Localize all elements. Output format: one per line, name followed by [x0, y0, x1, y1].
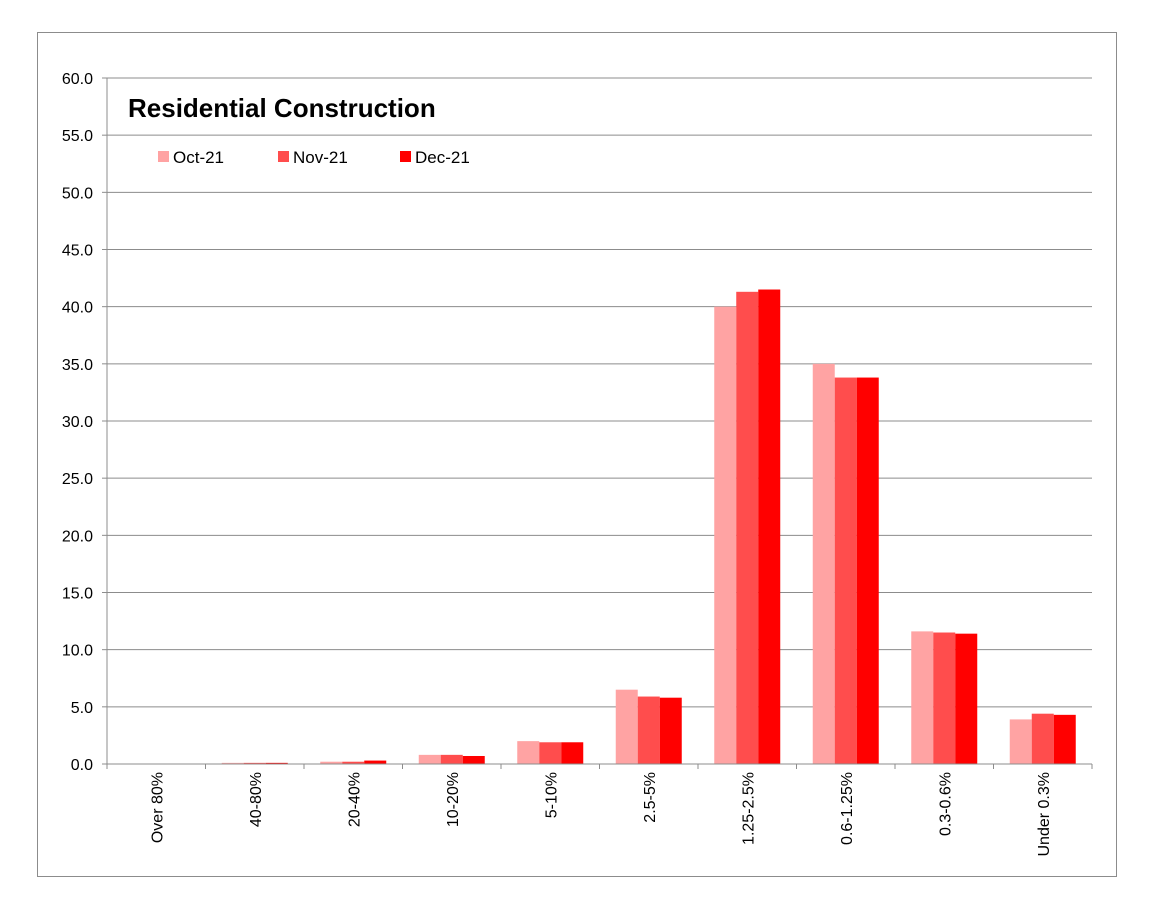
- bar: [462, 755, 485, 764]
- y-tick-label: 35.0: [62, 357, 93, 374]
- y-tick-label: 15.0: [62, 586, 93, 603]
- category-label: Under 0.3%: [1036, 772, 1053, 857]
- category-labels: Over 80% 40-80% 20-40% 10-20% 5-10% 2.5-5% 1.2…: [149, 772, 1053, 857]
- bar: [265, 762, 288, 764]
- axes: [106, 78, 1093, 769]
- category-label: 2.5-5%: [642, 772, 659, 823]
- category-label: 40-80%: [248, 772, 265, 827]
- bar: [1053, 714, 1076, 764]
- y-tick-label: 20.0: [62, 528, 93, 545]
- bar: [955, 633, 978, 764]
- bar: [736, 291, 759, 764]
- bar: [856, 377, 879, 764]
- y-tick-label: 50.0: [62, 185, 93, 202]
- y-tick-label: 0.0: [71, 757, 93, 774]
- category-label: 5-10%: [543, 772, 560, 818]
- legend-label: Oct-21: [173, 148, 224, 167]
- legend-swatch: [278, 151, 289, 162]
- bar: [561, 742, 584, 764]
- legend: Oct-21 Nov-21 Dec-21: [158, 148, 470, 167]
- y-tick-label: 45.0: [62, 243, 93, 260]
- bar: [933, 632, 956, 764]
- bar: [758, 289, 781, 764]
- bar: [418, 754, 441, 764]
- bars: [221, 289, 1076, 764]
- bar: [1009, 719, 1032, 764]
- bar: [243, 762, 266, 764]
- y-tick-label: 55.0: [62, 128, 93, 145]
- y-tick-labels: 0.0 5.0 10.0 15.0 20.0 25.0 30.0 35.0 40.0 45.0 50…: [62, 71, 93, 774]
- category-label: 10-20%: [445, 772, 462, 827]
- bar: [615, 689, 638, 764]
- bar: [911, 631, 934, 764]
- y-tick-label: 5.0: [71, 700, 93, 717]
- legend-swatch: [158, 151, 169, 162]
- legend-label: Nov-21: [293, 148, 348, 167]
- bar: [517, 741, 540, 764]
- category-label: 0.3-0.6%: [937, 772, 954, 836]
- chart-frame: 0.0 5.0 10.0 15.0 20.0 25.0 30.0 35.0 40.0 45.0 50…: [37, 32, 1117, 877]
- legend-label: Dec-21: [415, 148, 470, 167]
- category-label: 0.6-1.25%: [839, 772, 856, 845]
- y-tick-label: 10.0: [62, 643, 93, 660]
- chart-title: Residential Construction: [128, 93, 436, 123]
- y-tick-label: 40.0: [62, 300, 93, 317]
- bar: [812, 363, 835, 764]
- y-tick-label: 60.0: [62, 71, 93, 88]
- bar: [440, 754, 463, 764]
- bar: [342, 761, 365, 764]
- y-tick-label: 30.0: [62, 414, 93, 431]
- bar: [364, 760, 387, 764]
- bar: [539, 742, 562, 764]
- bar: [221, 762, 244, 764]
- bar: [1031, 713, 1054, 764]
- category-label: 1.25-2.5%: [740, 772, 757, 845]
- y-tick-label: 25.0: [62, 471, 93, 488]
- gridlines: [102, 77, 1092, 765]
- category-label: 20-40%: [346, 772, 363, 827]
- category-label: Over 80%: [149, 772, 166, 843]
- bar: [714, 306, 737, 764]
- bar: [659, 697, 682, 764]
- legend-swatch: [400, 151, 411, 162]
- residential-construction-chart: 0.0 5.0 10.0 15.0 20.0 25.0 30.0 35.0 40.0 45.0 50…: [62, 71, 1093, 857]
- bar: [320, 761, 343, 764]
- bar: [637, 696, 660, 764]
- bar: [834, 377, 857, 764]
